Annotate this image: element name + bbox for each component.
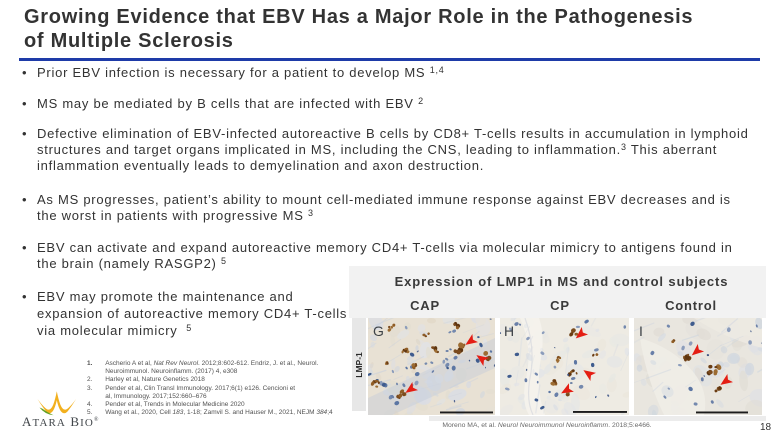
svg-text:G: G xyxy=(373,323,384,339)
svg-text:I: I xyxy=(639,323,643,339)
svg-text:H: H xyxy=(504,323,514,339)
